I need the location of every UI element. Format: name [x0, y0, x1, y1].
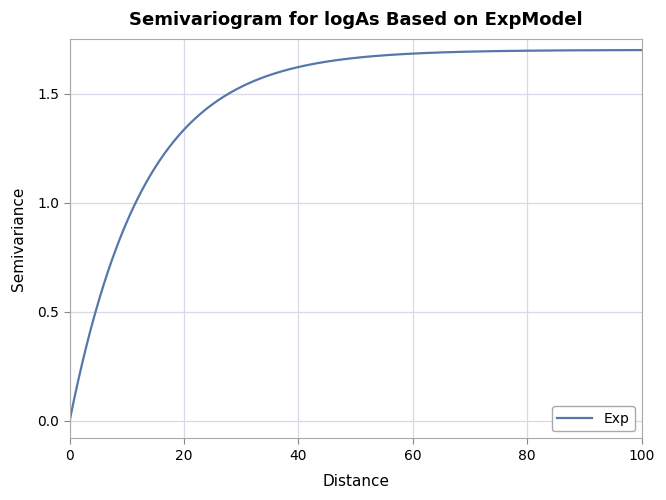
Y-axis label: Semivariance: Semivariance [11, 186, 26, 291]
Exp [344, 56, 352, 62]
Exp [621, 47, 629, 53]
Exp [638, 47, 646, 53]
Exp [66, 418, 74, 424]
X-axis label: Distance: Distance [322, 474, 389, 489]
Exp [328, 58, 336, 64]
Legend: Exp: Exp [552, 406, 635, 432]
Exp [621, 47, 629, 53]
Exp [516, 48, 524, 54]
Title: Semivariogram for logAs Based on ExpModel: Semivariogram for logAs Based on ExpMode… [129, 11, 583, 29]
Line: Exp: Exp [70, 50, 642, 421]
Exp [95, 298, 103, 304]
